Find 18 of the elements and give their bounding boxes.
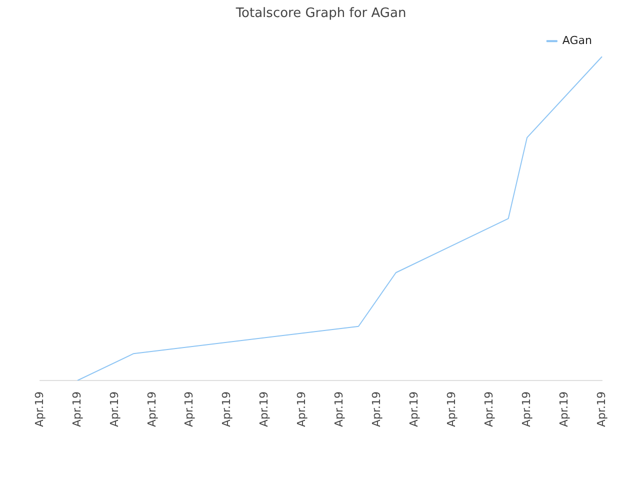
x-tick-label: Apr.19	[258, 391, 271, 427]
x-tick-label: Apr.19	[370, 391, 384, 427]
x-tick-label: Apr.19	[594, 391, 608, 427]
x-tick-label: Apr.19	[70, 391, 84, 427]
legend-label: AGan	[562, 34, 592, 47]
x-tick-label: Apr.19	[520, 391, 533, 427]
x-tick-label: Apr.19	[444, 391, 458, 427]
x-tick-label: Apr.19	[295, 391, 308, 427]
x-tick-label: Apr.19	[482, 391, 496, 427]
x-tick-label: Apr.19	[108, 391, 121, 427]
x-tick-label: Apr.19	[557, 391, 570, 427]
x-tick-label: Apr.19	[332, 391, 346, 427]
x-tick-label: Apr.19	[32, 391, 46, 427]
chart-title: Totalscore Graph for AGan	[234, 6, 406, 22]
x-tick-label: Apr.19	[145, 391, 158, 427]
x-tick-label: Apr.19	[182, 391, 196, 427]
x-tick-label: Apr.19	[220, 391, 234, 427]
x-tick-label: Apr.19	[408, 391, 421, 427]
